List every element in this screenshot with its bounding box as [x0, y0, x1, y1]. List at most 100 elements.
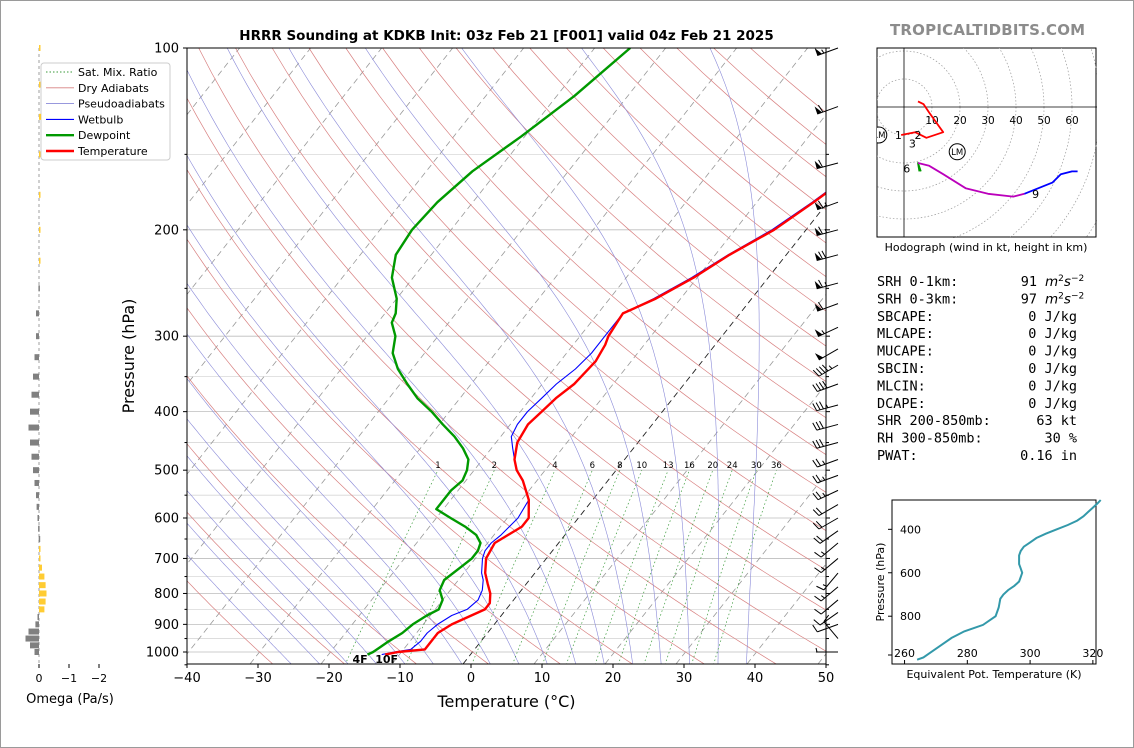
omega-bar: [39, 191, 41, 198]
mixing-ratio-line: [405, 470, 495, 664]
pseudoadiabat: [581, 48, 720, 664]
omega-bar: [37, 515, 39, 522]
hodograph-ring-label: 40: [1009, 115, 1022, 127]
theta-e-x-tick-label: 320: [1082, 647, 1103, 660]
storm-motion-marker: [948, 143, 966, 161]
pseudoadiabat: [187, 69, 577, 664]
mixing-ratio-line: [664, 470, 733, 664]
omega-bar: [38, 535, 41, 542]
barb-staff: [819, 612, 839, 626]
mixing-ratio-label: 20: [707, 461, 718, 471]
omega-bar: [36, 333, 39, 340]
barb-half: [815, 647, 818, 653]
omega-tick-label: −2: [91, 672, 107, 685]
omega-bar: [39, 598, 46, 605]
hodograph-trace: [901, 100, 945, 139]
wind-barb: [812, 380, 839, 393]
barb-staff: [817, 474, 839, 484]
mixing-ratio-label: 13: [663, 461, 674, 471]
x-tick-label: −20: [315, 671, 342, 686]
barb-staff: [816, 423, 839, 431]
theta-e-profile: [916, 499, 1102, 661]
omega-bar: [36, 310, 39, 317]
hodograph-trace: [1024, 170, 1078, 195]
mixing-ratio-label: 4: [552, 461, 557, 471]
barb-full: [812, 492, 819, 500]
theta-e-x-tick-label: 260: [894, 647, 915, 660]
omega-bar: [34, 354, 39, 361]
omega-bar: [39, 545, 41, 552]
legend-label: Dewpoint: [78, 129, 131, 142]
barb-half: [828, 365, 833, 369]
wind-barb: [814, 47, 839, 56]
wind-barb: [814, 159, 839, 170]
stat-label: SRH 0-3km:: [877, 291, 958, 307]
barb-staff: [820, 542, 839, 558]
barb-full: [815, 474, 822, 482]
omega-bar: [36, 503, 39, 510]
omega-bar: [25, 635, 39, 642]
barb-full: [815, 402, 821, 411]
barb-half: [820, 595, 825, 599]
dry-adiabat: [198, 48, 826, 652]
barb-full: [817, 104, 824, 113]
barb-staff: [819, 530, 839, 544]
dry-adiabat: [187, 238, 634, 664]
x-tick-label: 50: [818, 671, 835, 686]
isotherm: [320, 48, 808, 664]
wind-barb: [812, 623, 839, 633]
barb-staff: [817, 47, 839, 56]
barb-staff: [816, 442, 839, 449]
barb-half: [820, 566, 825, 571]
legend-label: Wetbulb: [78, 113, 123, 126]
isotherm: [187, 48, 595, 565]
hodograph-plot: 10 20 30 40 50 60 1 23 6 9 RM LM: [877, 48, 1097, 238]
omega-bar: [39, 590, 47, 597]
barb-half: [825, 403, 829, 408]
isotherm: [533, 293, 826, 664]
stat-value: 0 J/kg: [1028, 361, 1077, 377]
mixing-ratio-label: 10: [636, 461, 647, 471]
theta-e-y-label: Pressure (hPa): [874, 543, 887, 622]
wind-barb: [814, 326, 839, 338]
barb-full: [814, 551, 822, 558]
dry-adiabat: [455, 48, 826, 382]
pseudoadiabat: [226, 48, 605, 664]
y-axis-label: Pressure (hPa): [119, 299, 138, 414]
omega-bar: [34, 649, 39, 655]
barb-full: [821, 364, 829, 372]
barb-full: [815, 520, 823, 528]
mixing-ratio-line: [713, 470, 777, 664]
pseudoadiabat: [187, 554, 292, 664]
barb-flag: [814, 329, 823, 337]
theta-e-frame: [891, 499, 1097, 665]
x-tick-label: 30: [676, 671, 693, 686]
stat-label: SBCIN:: [877, 361, 926, 377]
pseudoadiabat: [187, 522, 321, 664]
barb-staff: [823, 621, 839, 639]
hodograph-ring-label: 60: [1065, 115, 1078, 127]
hodograph-height-label: 9: [1032, 188, 1039, 201]
omega-axis-label: Omega (Pa/s): [26, 692, 114, 707]
barb-full: [812, 509, 820, 516]
dry-adiabat: [187, 97, 777, 664]
barb-staff: [817, 623, 839, 633]
barb-flag: [814, 281, 822, 289]
wind-barbs: [812, 47, 839, 653]
x-tick-label: −10: [386, 671, 413, 686]
brand-watermark: TROPICALTIDBITS.COM: [890, 21, 1086, 39]
mixing-ratio-label: 24: [727, 461, 738, 471]
stat-value: 63 kt: [1036, 413, 1077, 429]
pseudoadiabat: [187, 378, 434, 664]
legend-label: Temperature: [77, 145, 148, 158]
isotherm: [187, 48, 311, 206]
isotherm: [187, 48, 382, 296]
x-axis-label: Temperature (°C): [436, 692, 575, 711]
barb-full: [819, 401, 824, 410]
isotherm: [249, 48, 737, 664]
dry-adiabat: [187, 375, 490, 664]
barb-full: [812, 440, 818, 449]
mixing-ratio-label: 1: [435, 461, 440, 471]
mixing-ratio-line: [542, 470, 621, 664]
